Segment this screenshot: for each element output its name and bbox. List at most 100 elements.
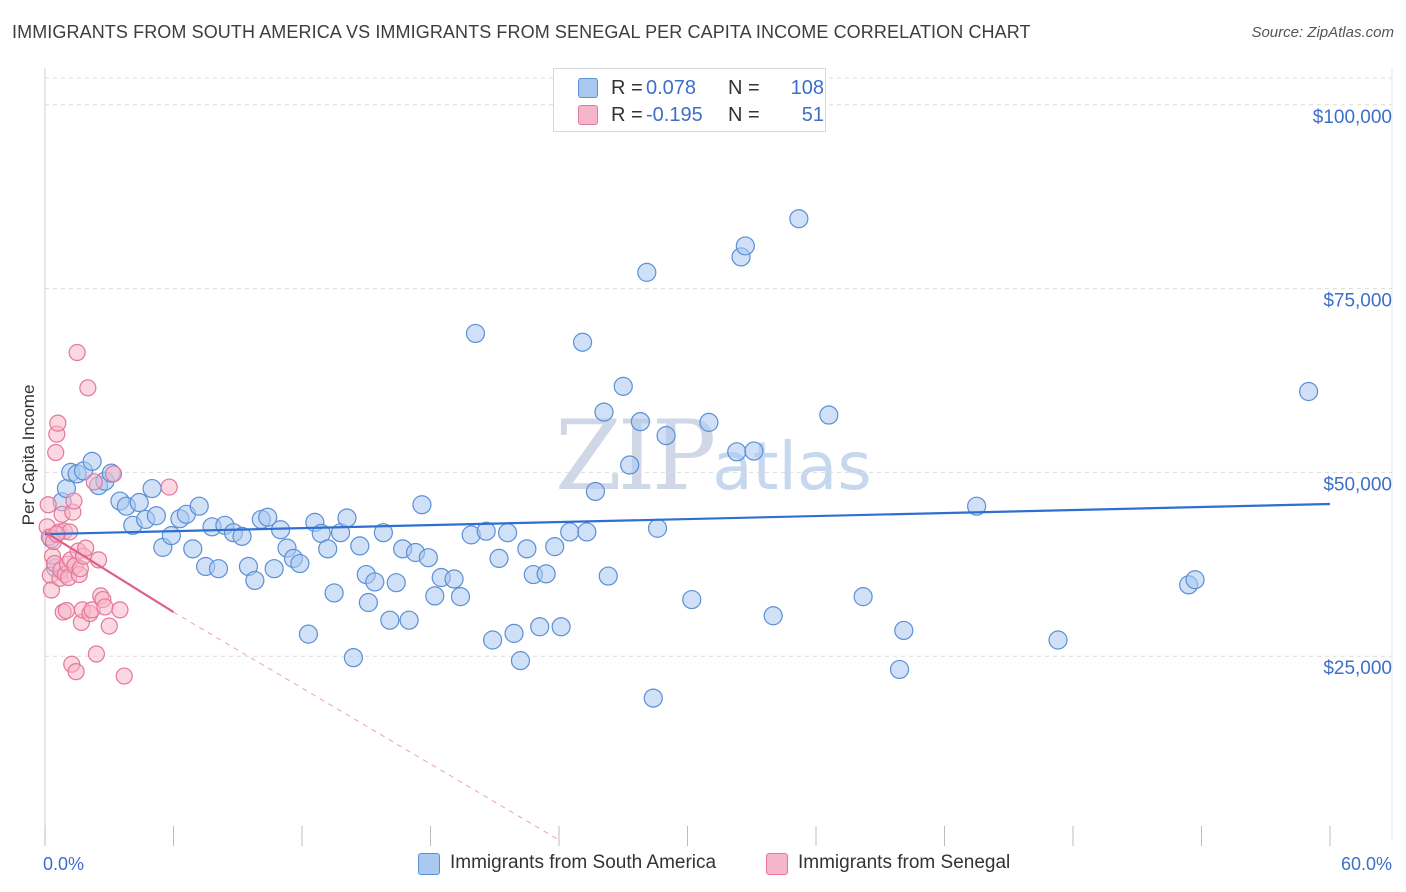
point-south-america bbox=[585, 481, 606, 502]
point-senegal bbox=[67, 663, 85, 681]
point-south-america bbox=[258, 507, 278, 527]
point-south-america bbox=[399, 610, 419, 630]
point-south-america bbox=[536, 564, 556, 584]
point-south-america bbox=[643, 688, 663, 708]
point-south-america bbox=[577, 522, 597, 542]
point-south-america bbox=[498, 523, 518, 543]
x-tick-label-min: 0.0% bbox=[43, 854, 84, 874]
point-south-america bbox=[418, 548, 438, 568]
point-south-america bbox=[232, 526, 252, 546]
point-south-america bbox=[129, 492, 149, 513]
point-south-america bbox=[146, 506, 166, 526]
y-tick-label: $100,000 bbox=[1313, 107, 1392, 128]
blue-swatch bbox=[578, 78, 598, 98]
legend-item-south-america[interactable]: Immigrants from South America bbox=[418, 852, 738, 876]
point-south-america bbox=[819, 405, 839, 425]
point-south-america bbox=[517, 539, 537, 559]
point-south-america bbox=[682, 589, 702, 610]
point-senegal bbox=[49, 414, 67, 432]
y-tick-label: $75,000 bbox=[1323, 291, 1392, 312]
point-senegal bbox=[79, 379, 97, 397]
point-senegal bbox=[85, 473, 103, 491]
n-value: 108 bbox=[790, 77, 824, 99]
point-south-america bbox=[373, 523, 393, 543]
point-south-america bbox=[489, 548, 509, 569]
chart-title: IMMIGRANTS FROM SOUTH AMERICA VS IMMIGRA… bbox=[12, 22, 1031, 42]
r-value: 0.078 bbox=[646, 77, 697, 99]
point-south-america bbox=[637, 262, 657, 282]
y-tick-label: $50,000 bbox=[1323, 474, 1392, 495]
point-south-america bbox=[290, 553, 310, 574]
point-south-america bbox=[189, 496, 209, 516]
n-label: N = bbox=[728, 104, 760, 126]
point-senegal bbox=[100, 617, 118, 635]
watermark-atlas: atlas bbox=[712, 428, 872, 505]
point-south-america bbox=[613, 376, 633, 396]
point-south-america bbox=[656, 426, 676, 446]
point-south-america bbox=[727, 442, 747, 462]
r-label: R = bbox=[611, 104, 643, 126]
point-south-america bbox=[647, 518, 668, 538]
point-south-america bbox=[183, 539, 203, 559]
point-south-america bbox=[318, 539, 338, 559]
point-south-america bbox=[853, 587, 873, 607]
point-senegal bbox=[39, 496, 57, 514]
point-senegal bbox=[42, 581, 61, 599]
point-senegal bbox=[65, 492, 83, 510]
trendline-senegal bbox=[44, 531, 175, 614]
point-south-america bbox=[1298, 381, 1319, 402]
point-south-america bbox=[530, 617, 550, 637]
point-south-america bbox=[350, 536, 370, 556]
point-south-america bbox=[264, 559, 284, 579]
legend-label: Immigrants from Senegal bbox=[798, 852, 1011, 873]
point-south-america bbox=[412, 495, 432, 515]
data-points bbox=[38, 209, 1319, 708]
point-south-america bbox=[763, 606, 783, 626]
point-south-america bbox=[444, 569, 464, 589]
source-label: Source: ZipAtlas.com bbox=[1251, 24, 1394, 41]
axis-labels: Per Capita Income $25,000 $50,000 $75,000 $… bbox=[19, 107, 1392, 874]
point-south-america bbox=[358, 592, 378, 613]
point-south-america bbox=[476, 521, 496, 541]
point-south-america bbox=[1048, 630, 1068, 650]
point-south-america bbox=[82, 451, 102, 471]
r-label: R = bbox=[611, 77, 643, 99]
y-axis-label: Per Capita Income bbox=[19, 385, 38, 526]
point-south-america bbox=[142, 478, 162, 499]
point-south-america bbox=[161, 526, 181, 546]
trend-lines bbox=[44, 502, 1331, 841]
point-south-america bbox=[337, 508, 357, 528]
point-senegal bbox=[160, 478, 178, 496]
pink-swatch bbox=[766, 853, 788, 875]
point-senegal bbox=[96, 598, 114, 616]
point-south-america bbox=[386, 573, 406, 593]
point-south-america bbox=[298, 624, 319, 644]
point-south-america bbox=[598, 566, 618, 586]
trendline-south-america bbox=[44, 502, 1331, 536]
point-south-america bbox=[380, 610, 400, 630]
point-senegal bbox=[87, 645, 106, 663]
point-senegal bbox=[57, 602, 76, 620]
point-south-america bbox=[630, 412, 650, 432]
r-value: -0.195 bbox=[646, 104, 703, 126]
point-south-america bbox=[594, 402, 614, 422]
n-value: 51 bbox=[801, 104, 824, 126]
n-label: N = bbox=[728, 77, 760, 99]
point-south-america bbox=[551, 617, 571, 637]
point-south-america bbox=[735, 236, 755, 256]
legend-row-senegal: R = -0.195 N = 51 bbox=[578, 101, 828, 127]
legend-item-senegal[interactable]: Immigrants from Senegal bbox=[766, 852, 1036, 876]
point-south-america bbox=[894, 620, 914, 641]
point-south-america bbox=[245, 570, 265, 591]
point-south-america bbox=[504, 623, 524, 643]
point-south-america bbox=[699, 412, 719, 432]
point-south-america bbox=[365, 572, 385, 592]
point-senegal bbox=[115, 667, 133, 685]
x-tick-label-max: 60.0% bbox=[1341, 854, 1392, 874]
point-south-america bbox=[450, 587, 471, 607]
point-south-america bbox=[324, 583, 344, 603]
point-south-america bbox=[483, 630, 503, 650]
blue-swatch bbox=[418, 853, 440, 875]
point-south-america bbox=[425, 586, 445, 606]
point-south-america bbox=[967, 496, 987, 516]
